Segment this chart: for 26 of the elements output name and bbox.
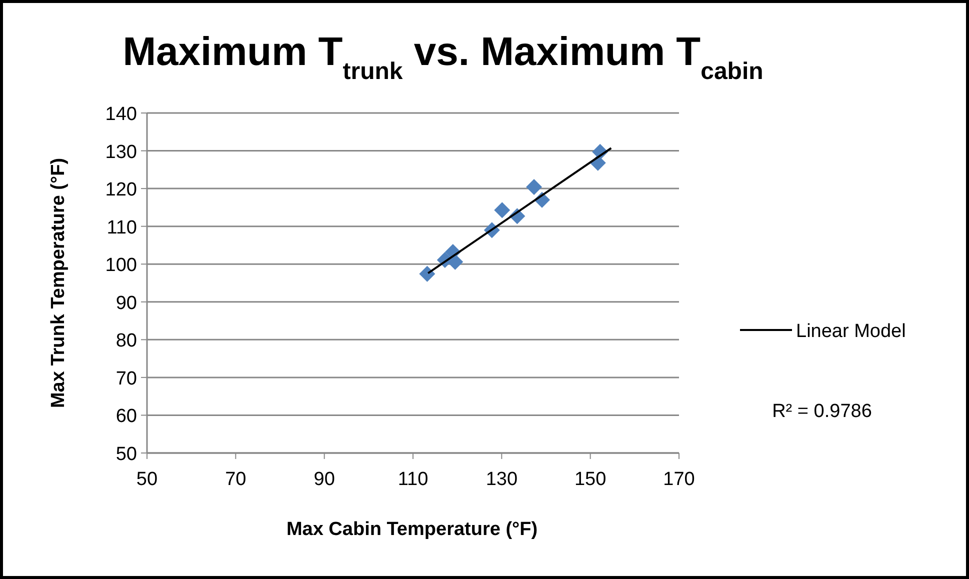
x-tick-label: 50: [136, 469, 158, 490]
y-tick-label: 100: [105, 255, 137, 276]
x-tick-label: 70: [225, 469, 246, 490]
y-axis-title: Max Trunk Temperature (°F): [48, 158, 69, 408]
x-tick-label: 150: [574, 469, 606, 490]
x-axis-title: Max Cabin Temperature (°F): [286, 519, 538, 540]
point: [494, 202, 510, 218]
chart-title: Maximum T$_{trunk}$ vs. Maximum T$_{cabin}$: [122, 30, 764, 84]
x-tick-label: 130: [486, 469, 518, 490]
point: [447, 254, 464, 270]
y-tick-label: 140: [105, 104, 137, 125]
legend-label: Linear Model: [796, 321, 906, 342]
text: R² = 0.9786: [772, 401, 872, 422]
y-tick-label: 60: [116, 406, 137, 428]
y-tick-label: 80: [116, 330, 137, 352]
point: [419, 266, 436, 282]
x-tick-label: 90: [314, 469, 335, 490]
y-tick-label: 50: [116, 444, 137, 465]
y-tick-label: 90: [116, 292, 137, 314]
point: [526, 179, 542, 196]
y-tick-label: 110: [106, 217, 137, 238]
x-tick-label: 110: [398, 469, 428, 490]
y-tick-label: 120: [105, 180, 137, 201]
y-tick-label: 70: [116, 368, 137, 390]
y-tick-label: 130: [105, 142, 137, 163]
x-tick-label: 170: [663, 469, 695, 490]
